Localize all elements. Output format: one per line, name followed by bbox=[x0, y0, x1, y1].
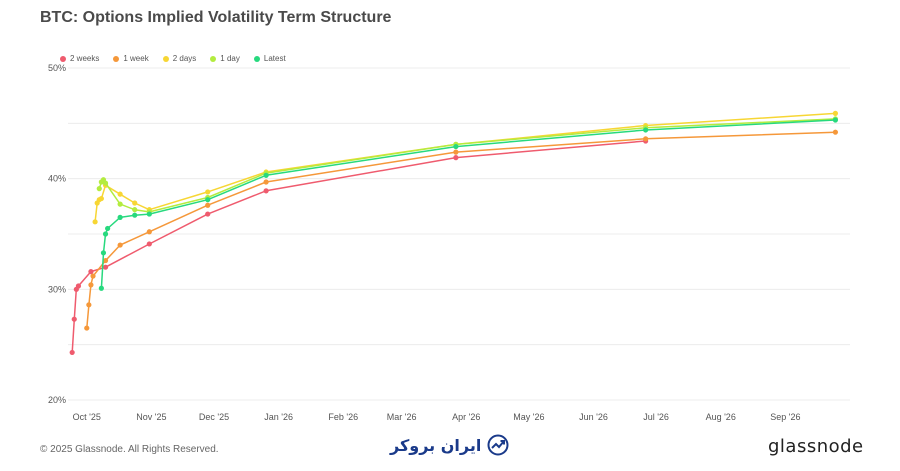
data-point bbox=[263, 172, 269, 178]
x-tick-label: Mar '26 bbox=[387, 412, 417, 422]
legend-item-2-weeks[interactable]: 2 weeks bbox=[60, 54, 99, 63]
data-point bbox=[832, 117, 839, 123]
y-tick-label: 40% bbox=[48, 174, 66, 184]
data-point bbox=[88, 269, 94, 275]
data-point bbox=[146, 241, 152, 247]
data-point bbox=[98, 195, 104, 202]
legend-marker bbox=[210, 55, 217, 62]
series-line bbox=[71, 140, 646, 353]
x-tick-label: Sep '26 bbox=[770, 412, 800, 422]
legend-label: 1 day bbox=[220, 54, 240, 63]
legend-label: Latest bbox=[263, 54, 286, 63]
data-point bbox=[86, 302, 92, 308]
legend-item-2-days[interactable]: 2 days bbox=[162, 54, 197, 63]
series-line bbox=[100, 119, 836, 289]
x-tick-label: May '26 bbox=[513, 412, 544, 422]
data-point bbox=[832, 129, 839, 135]
data-point bbox=[98, 285, 104, 291]
data-point bbox=[71, 316, 77, 322]
legend-item-latest[interactable]: Latest bbox=[253, 54, 286, 63]
data-point bbox=[105, 225, 111, 232]
watermark-text: ایران بروکر bbox=[390, 435, 482, 455]
data-point bbox=[117, 242, 123, 248]
legend-marker bbox=[60, 55, 66, 62]
brand-logo: glassnode bbox=[768, 436, 864, 457]
data-point bbox=[453, 149, 459, 155]
legend-label: 1 week bbox=[123, 54, 149, 63]
y-tick-label: 20% bbox=[48, 395, 66, 405]
data-point bbox=[146, 229, 152, 235]
x-tick-label: Oct '25 bbox=[73, 412, 101, 422]
data-point bbox=[643, 136, 649, 142]
watermark: ایران بروکر bbox=[390, 434, 509, 456]
y-tick-label: 50% bbox=[48, 63, 66, 73]
data-point bbox=[205, 189, 211, 195]
legend-item-1-week[interactable]: 1 week bbox=[113, 54, 149, 63]
data-point bbox=[69, 349, 75, 356]
data-point bbox=[117, 214, 123, 220]
data-point bbox=[205, 202, 211, 208]
data-point bbox=[96, 186, 102, 192]
data-point bbox=[205, 197, 211, 203]
data-point bbox=[132, 212, 138, 218]
x-tick-label: Jul '26 bbox=[643, 412, 669, 422]
data-point bbox=[102, 264, 109, 270]
data-point bbox=[643, 127, 649, 133]
x-tick-label: Feb '26 bbox=[328, 412, 358, 422]
legend-marker bbox=[113, 55, 120, 62]
data-point bbox=[100, 250, 107, 256]
data-point bbox=[263, 179, 269, 185]
data-point bbox=[453, 155, 459, 161]
x-tick-label: Jan '26 bbox=[264, 412, 293, 422]
data-point bbox=[117, 201, 123, 207]
x-tick-label: Aug '26 bbox=[706, 412, 736, 422]
legend-marker bbox=[253, 55, 260, 62]
chart-title: BTC: Options Implied Volatility Term Str… bbox=[40, 9, 392, 26]
data-point bbox=[132, 200, 138, 206]
data-point bbox=[453, 143, 459, 150]
data-point bbox=[90, 273, 96, 279]
copyright-text: © 2025 Glassnode. All Rights Reserved. bbox=[40, 444, 219, 455]
x-tick-label: Apr '26 bbox=[452, 412, 480, 422]
data-point bbox=[88, 282, 94, 288]
trend-up-icon bbox=[487, 434, 509, 456]
legend: 2 weeks 1 week 2 days 1 day Latest bbox=[60, 54, 286, 63]
series-line bbox=[86, 131, 836, 329]
data-point bbox=[102, 257, 109, 264]
y-tick-label: 30% bbox=[48, 284, 66, 294]
legend-item-1-day[interactable]: 1 day bbox=[210, 54, 240, 63]
data-point bbox=[263, 188, 269, 194]
data-point bbox=[92, 219, 98, 225]
x-tick-label: Jun '26 bbox=[579, 412, 608, 422]
x-tick-label: Nov '25 bbox=[136, 412, 166, 422]
legend-label: 2 weeks bbox=[70, 54, 100, 63]
x-tick-label: Dec '25 bbox=[199, 412, 229, 422]
legend-marker bbox=[162, 55, 169, 62]
data-point bbox=[132, 207, 138, 213]
data-point bbox=[102, 231, 109, 237]
data-point bbox=[205, 211, 211, 217]
data-point bbox=[146, 211, 152, 217]
data-point bbox=[84, 325, 90, 331]
data-point bbox=[75, 283, 82, 289]
legend-label: 2 days bbox=[172, 54, 197, 63]
data-point bbox=[117, 191, 123, 197]
data-point bbox=[832, 110, 839, 116]
data-point bbox=[102, 180, 109, 186]
